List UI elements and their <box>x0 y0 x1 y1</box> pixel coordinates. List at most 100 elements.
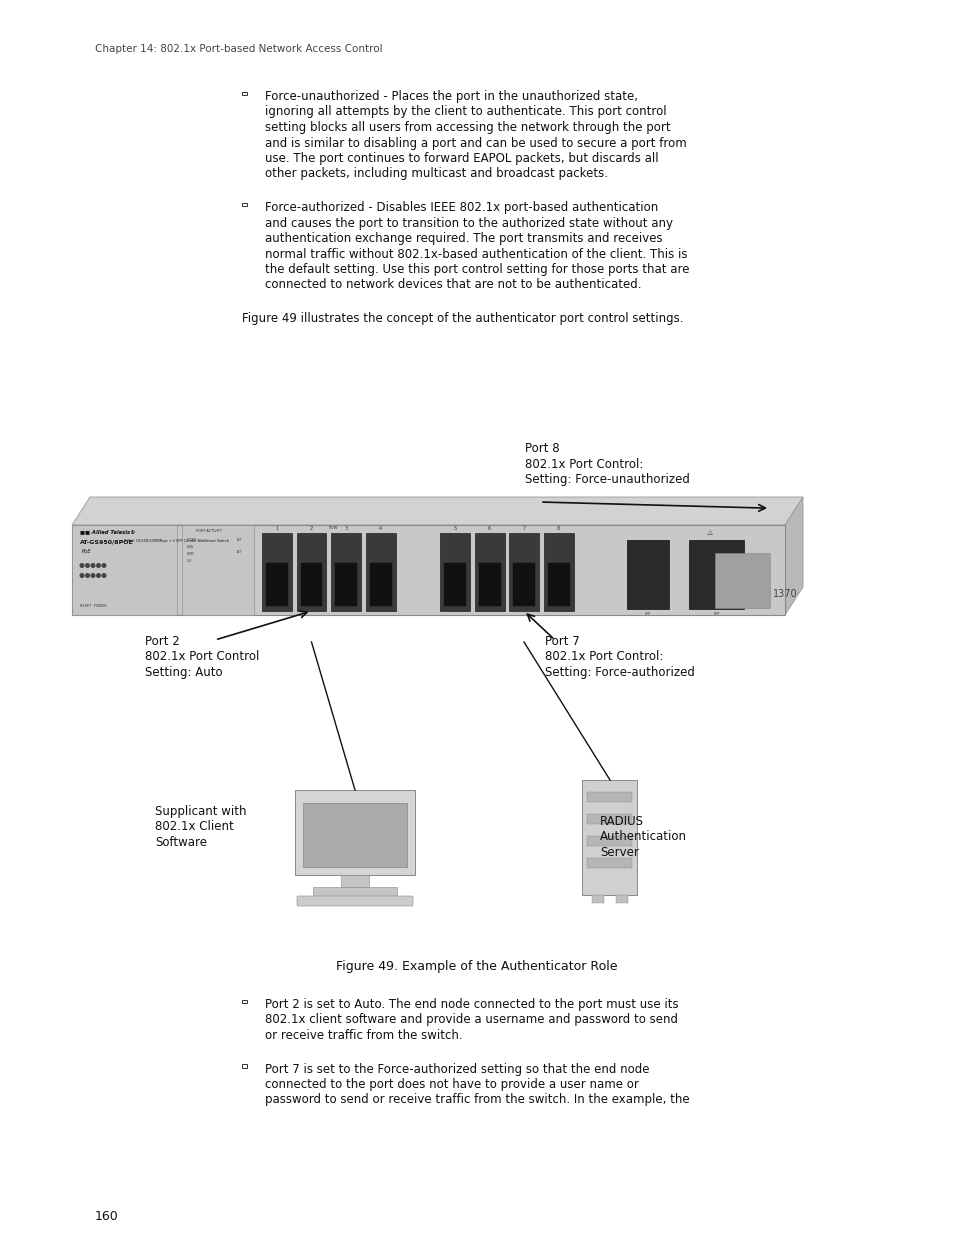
Text: Force-unauthorized - Places the port in the unauthorized state,: Force-unauthorized - Places the port in … <box>265 90 638 103</box>
FancyBboxPatch shape <box>266 563 288 606</box>
Text: Port 2 is set to Auto. The end node connected to the port must use its: Port 2 is set to Auto. The end node conn… <box>265 998 678 1011</box>
Text: 1: 1 <box>275 526 278 531</box>
Text: Setting: Auto: Setting: Auto <box>145 666 222 679</box>
Text: Server: Server <box>599 846 639 860</box>
Text: SFP: SFP <box>644 613 651 616</box>
Circle shape <box>96 574 100 577</box>
Text: ACT: ACT <box>236 538 242 542</box>
Text: Port 7: Port 7 <box>544 635 579 648</box>
FancyBboxPatch shape <box>439 534 470 611</box>
Text: and is similar to disabling a port and can be used to secure a port from: and is similar to disabling a port and c… <box>265 137 686 149</box>
Text: 802.1x Port Control:: 802.1x Port Control: <box>524 457 642 471</box>
FancyBboxPatch shape <box>365 534 395 611</box>
Text: other packets, including multicast and broadcast packets.: other packets, including multicast and b… <box>265 168 607 180</box>
Text: ■■ Allied Telesis®: ■■ Allied Telesis® <box>80 529 135 534</box>
Text: Chapter 14: 802.1x Port-based Network Access Control: Chapter 14: 802.1x Port-based Network Ac… <box>95 44 382 54</box>
Text: PORT ACTIVITY: PORT ACTIVITY <box>196 529 222 534</box>
FancyBboxPatch shape <box>547 563 569 606</box>
FancyBboxPatch shape <box>262 534 292 611</box>
Text: connected to the port does not have to provide a user name or: connected to the port does not have to p… <box>265 1078 639 1091</box>
Text: 802.1x Client: 802.1x Client <box>154 820 233 834</box>
FancyBboxPatch shape <box>509 534 538 611</box>
Circle shape <box>102 563 106 567</box>
Circle shape <box>91 563 94 567</box>
Bar <box>592 895 603 903</box>
Bar <box>340 876 369 887</box>
Text: 2: 2 <box>310 526 313 531</box>
Bar <box>294 790 415 876</box>
Text: Figure 49 illustrates the concept of the authenticator port control settings.: Figure 49 illustrates the concept of the… <box>242 312 682 325</box>
Text: password to send or receive traffic from the switch. In the example, the: password to send or receive traffic from… <box>265 1093 689 1107</box>
Text: Authentication: Authentication <box>599 830 686 844</box>
Text: the default setting. Use this port control setting for those ports that are: the default setting. Use this port contr… <box>265 263 689 275</box>
Bar <box>242 203 247 206</box>
Text: RESET  POWER: RESET POWER <box>80 604 107 608</box>
Text: Setting: Force-authorized: Setting: Force-authorized <box>544 666 694 679</box>
Text: 160: 160 <box>95 1210 118 1223</box>
Bar <box>71 525 177 615</box>
FancyBboxPatch shape <box>335 563 356 606</box>
Text: ⚠: ⚠ <box>706 530 713 536</box>
FancyBboxPatch shape <box>543 534 573 611</box>
Bar <box>71 525 784 615</box>
Bar <box>587 814 632 824</box>
Text: setting blocks all users from accessing the network through the port: setting blocks all users from accessing … <box>265 121 670 135</box>
Text: 8: 8 <box>557 526 559 531</box>
Text: 6: 6 <box>487 526 491 531</box>
Text: 1370: 1370 <box>773 589 797 599</box>
Circle shape <box>91 574 94 577</box>
Text: Port 8: Port 8 <box>524 442 559 454</box>
Text: normal traffic without 802.1x-based authentication of the client. This is: normal traffic without 802.1x-based auth… <box>265 247 687 261</box>
Text: ignoring all attempts by the client to authenticate. This port control: ignoring all attempts by the client to a… <box>265 105 666 119</box>
Circle shape <box>80 574 84 577</box>
Bar <box>242 999 247 1003</box>
Text: Setting: Force-unauthorized: Setting: Force-unauthorized <box>524 473 689 487</box>
Text: SFP: SFP <box>713 613 719 616</box>
FancyBboxPatch shape <box>513 563 535 606</box>
Bar <box>242 91 247 95</box>
Bar <box>313 887 396 897</box>
Circle shape <box>80 563 84 567</box>
FancyBboxPatch shape <box>300 563 322 606</box>
Text: POW: POW <box>329 526 337 530</box>
FancyBboxPatch shape <box>331 534 360 611</box>
Text: Software: Software <box>154 836 207 848</box>
Text: 8 Port 10/100/1000Mbps + 2 SFP Combo WebSmart Switch: 8 Port 10/100/1000Mbps + 2 SFP Combo Web… <box>124 538 229 543</box>
Text: 802.1x Port Control:: 802.1x Port Control: <box>544 651 662 663</box>
Circle shape <box>102 574 106 577</box>
Bar <box>587 792 632 802</box>
Text: 3: 3 <box>344 526 347 531</box>
Bar <box>303 803 407 867</box>
Text: use. The port continues to forward EAPOL packets, but discards all: use. The port continues to forward EAPOL… <box>265 152 658 165</box>
Bar <box>182 525 253 615</box>
Circle shape <box>86 563 90 567</box>
Text: or receive traffic from the switch.: or receive traffic from the switch. <box>265 1029 462 1042</box>
FancyBboxPatch shape <box>369 563 391 606</box>
Text: 5: 5 <box>453 526 456 531</box>
Text: 1GBs: 1GBs <box>187 545 193 550</box>
Text: 100M: 100M <box>187 552 194 556</box>
Text: AT-GS950/8POE: AT-GS950/8POE <box>80 538 133 543</box>
Text: Port 2: Port 2 <box>145 635 179 648</box>
Bar <box>587 836 632 846</box>
Text: connected to network devices that are not to be authenticated.: connected to network devices that are no… <box>265 279 640 291</box>
Text: 7: 7 <box>522 526 525 531</box>
FancyBboxPatch shape <box>296 534 326 611</box>
Text: authentication exchange required. The port transmits and receives: authentication exchange required. The po… <box>265 232 662 245</box>
Text: Figure 49. Example of the Authenticator Role: Figure 49. Example of the Authenticator … <box>335 960 618 973</box>
Bar <box>242 1065 247 1067</box>
Polygon shape <box>784 496 802 615</box>
Text: PoE: PoE <box>82 550 91 555</box>
Text: RADIUS: RADIUS <box>599 815 643 827</box>
Text: LNK: LNK <box>187 559 193 563</box>
Bar <box>587 858 632 868</box>
Circle shape <box>86 574 90 577</box>
FancyBboxPatch shape <box>626 541 668 609</box>
Text: 802.1x client software and provide a username and password to send: 802.1x client software and provide a use… <box>265 1014 678 1026</box>
Circle shape <box>96 563 100 567</box>
Polygon shape <box>71 496 802 525</box>
Text: 4: 4 <box>378 526 381 531</box>
FancyBboxPatch shape <box>443 563 465 606</box>
FancyBboxPatch shape <box>478 563 500 606</box>
Text: Supplicant with: Supplicant with <box>154 805 246 818</box>
